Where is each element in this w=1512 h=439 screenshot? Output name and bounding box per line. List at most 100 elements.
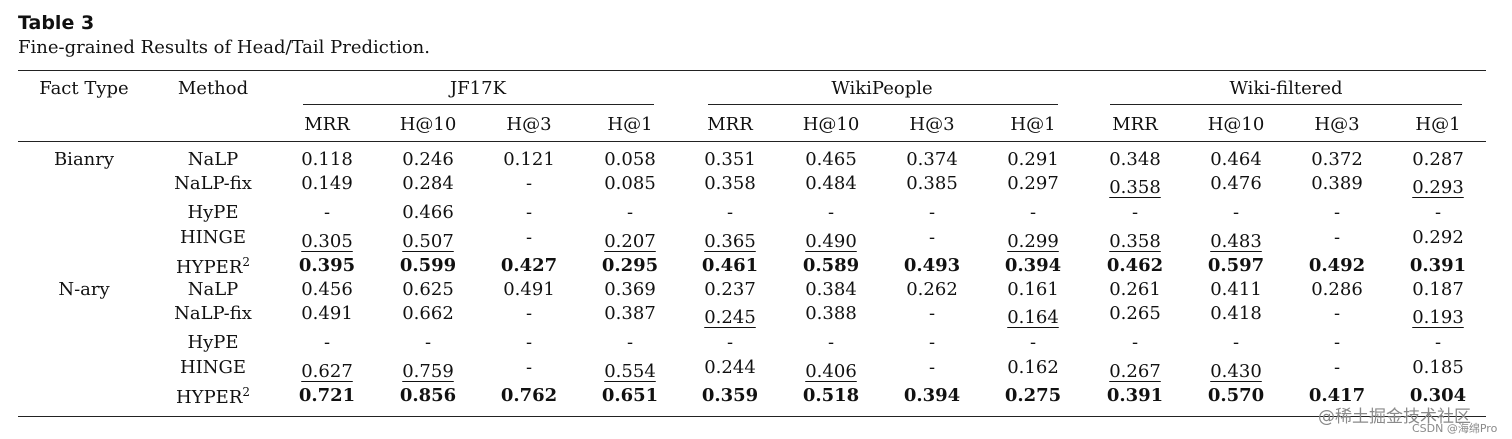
metric-header: H@10 [802,114,860,135]
table-cell: 0.305 [301,231,353,252]
table-cell: - [928,202,936,223]
table-cell: 0.411 [1210,279,1262,300]
table-cell: 0.295 [601,255,659,276]
table-cell: 0.187 [1412,279,1464,300]
method-name: HINGE [179,227,247,248]
metric-header: H@3 [909,114,955,135]
table-caption-label: Table 3 [18,12,95,34]
method-name: NaLP-fix [174,303,252,324]
table-cell: - [1434,332,1442,353]
table-cell: 0.394 [1004,255,1062,276]
table-cell: 0.358 [1109,177,1161,198]
metric-header: MRR [707,114,753,135]
fact-type-label: Bianry [53,149,115,170]
rule-group-wikipeople [708,104,1058,105]
method-name: HyPE [187,332,239,353]
table-cell: 0.461 [701,255,759,276]
table-cell: 0.299 [1007,231,1059,252]
table-cell: 0.388 [805,303,857,324]
table-cell: 0.262 [906,279,958,300]
table-cell: 0.292 [1412,227,1464,248]
table-cell: - [1333,357,1341,378]
table-cell: 0.625 [402,279,454,300]
table-cell: 0.121 [503,149,555,170]
table-cell: - [1232,332,1240,353]
table-cell: - [1434,202,1442,223]
table-cell: - [928,303,936,324]
table-cell: 0.351 [704,149,756,170]
table-cell: 0.085 [604,173,656,194]
rule-group-wikifiltered [1110,104,1462,105]
table-cell: 0.464 [1210,149,1262,170]
table-cell: 0.246 [402,149,454,170]
table-cell: 0.369 [604,279,656,300]
table-cell: - [1131,202,1139,223]
watermark-sub: CSDN @海绵Pro [1412,422,1498,435]
table-cell: - [827,202,835,223]
rule-group-jf17k [303,104,654,105]
table-cell: 0.662 [402,303,454,324]
table-cell: - [928,332,936,353]
table-cell: 0.856 [399,385,457,406]
metric-header: H@10 [1207,114,1265,135]
table-cell: 0.185 [1412,357,1464,378]
metric-header: H@1 [1010,114,1056,135]
table-cell: 0.287 [1412,149,1464,170]
table-cell: 0.395 [298,255,356,276]
table-cell: - [928,357,936,378]
table-cell: 0.389 [1311,173,1363,194]
rule-top [18,70,1486,71]
table-cell: - [726,202,734,223]
table-cell: 0.391 [1106,385,1164,406]
table-cell: 0.358 [1109,231,1161,252]
table-cell: - [1131,332,1139,353]
group-header: WikiPeople [831,78,933,99]
method-superscript: 2 [242,255,251,269]
method-name: HYPER2 [175,385,251,408]
header-method: Method [177,78,249,99]
table-cell: 0.430 [1210,361,1262,382]
table-cell: 0.304 [1409,385,1467,406]
table-cell: 0.492 [1308,255,1366,276]
table-cell: 0.387 [604,303,656,324]
table-cell: - [1029,332,1037,353]
metric-header: H@3 [506,114,552,135]
table-cell: - [1232,202,1240,223]
table-cell: - [928,227,936,248]
table-cell: 0.162 [1007,357,1059,378]
rule-bottom [18,416,1486,417]
table-cell: 0.265 [1109,303,1161,324]
method-name: NaLP-fix [174,173,252,194]
table-cell: - [726,332,734,353]
table-cell: - [525,357,533,378]
metric-header: H@3 [1314,114,1360,135]
table-cell: 0.759 [402,361,454,382]
table-cell: 0.348 [1109,149,1161,170]
table-cell: 0.391 [1409,255,1467,276]
table-cell: 0.597 [1207,255,1265,276]
table-cell: - [525,227,533,248]
table-cell: 0.384 [805,279,857,300]
table-cell: 0.365 [704,231,756,252]
table-cell: 0.291 [1007,149,1059,170]
table-cell: - [323,332,331,353]
watermark-main: @稀土掘金技术社区 [1318,407,1471,427]
table-cell: 0.721 [298,385,356,406]
table-cell: 0.518 [802,385,860,406]
table-cell: 0.554 [604,361,656,382]
table-cell: 0.358 [704,173,756,194]
table-cell: 0.385 [906,173,958,194]
table-cell: 0.462 [1106,255,1164,276]
table-cell: - [626,332,634,353]
table-cell: 0.161 [1007,279,1059,300]
table-cell: 0.627 [301,361,353,382]
metric-header: MRR [1112,114,1158,135]
method-name: HyPE [187,202,239,223]
method-name: HINGE [179,357,247,378]
table-cell: 0.589 [802,255,860,276]
table-cell: 0.456 [301,279,353,300]
table-cell: 0.394 [903,385,961,406]
table-cell: 0.427 [500,255,558,276]
table-cell: - [525,202,533,223]
table-cell: 0.483 [1210,231,1262,252]
